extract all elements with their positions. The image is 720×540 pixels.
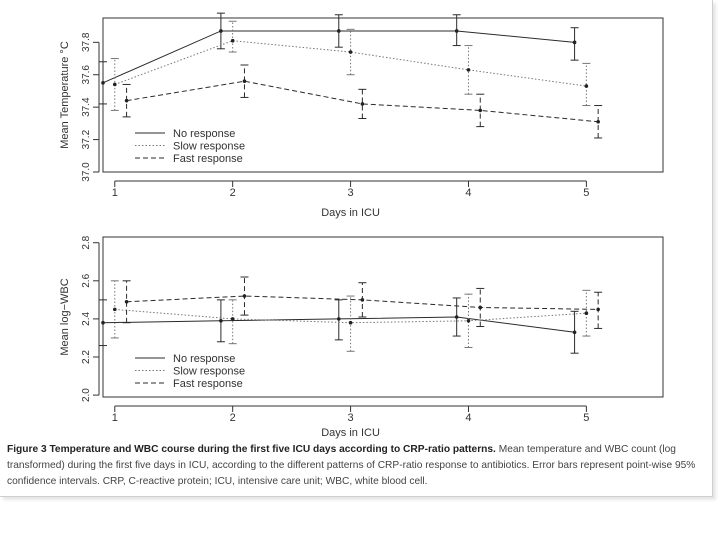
y-axis: 37.0 37.2 37.4 37.6 37.8 Mean Temperature °C (59, 32, 100, 182)
x-tick-label: 3 (348, 187, 354, 199)
data-point (572, 330, 577, 335)
y-tick-label: 2.6 (81, 273, 92, 287)
data-point (348, 320, 353, 325)
data-point (219, 29, 223, 33)
data-point (572, 40, 577, 45)
x-tick-label: 2 (230, 412, 236, 424)
data-point (230, 317, 235, 321)
data-point (112, 307, 117, 312)
y-axis-label: Mean Temperature °C (59, 41, 71, 149)
figure-charts: 1 2 3 4 5 Days in ICU 37.0 37.2 37.4 37.6 37.8 Mean… (59, 12, 664, 439)
series-slow-response (110, 20, 591, 111)
series-line (114, 40, 587, 87)
series-no-response (99, 12, 579, 105)
data-point (348, 50, 353, 54)
figure-caption: Figure 3 Temperature and WBC course duri… (7, 442, 707, 490)
x-axis: 1 2 3 4 5 Days in ICU (112, 180, 589, 219)
data-point (336, 317, 341, 321)
data-point (219, 319, 223, 323)
data-point (478, 305, 483, 310)
y-tick-label: 2.2 (81, 350, 92, 364)
y-axis-label: Mean log−WBC (59, 278, 71, 355)
x-tick-label: 5 (583, 187, 589, 199)
series-no-response (99, 297, 579, 354)
x-axis-label: Days in ICU (321, 207, 380, 219)
legend-label: No response (173, 128, 235, 140)
legend-label: Slow response (173, 141, 245, 153)
data-point (360, 298, 365, 302)
data-point (596, 307, 600, 312)
caption-title: Figure 3 Temperature and WBC course duri… (7, 444, 496, 455)
data-point (124, 98, 129, 103)
series-slow-response (110, 280, 591, 352)
caption-text: Mean temperature and WBC count (log tran… (7, 444, 696, 487)
data-point (124, 299, 129, 304)
legend-label: No response (173, 353, 235, 365)
figure-frame (0, 0, 713, 497)
x-tick-label: 4 (465, 412, 471, 424)
y-tick-label: 37.2 (81, 129, 92, 149)
y-tick-label: 2.0 (81, 388, 92, 402)
data-point (454, 29, 459, 33)
data-point (466, 319, 471, 323)
data-point (478, 108, 483, 113)
data-point (112, 82, 117, 87)
x-tick-label: 2 (230, 187, 236, 199)
data-point (242, 294, 247, 298)
x-tick-label: 1 (112, 412, 118, 424)
legend-label: Slow response (173, 366, 245, 378)
x-tick-label: 1 (112, 187, 118, 199)
y-tick-label: 37.0 (81, 162, 92, 182)
data-point (584, 84, 589, 88)
y-tick-label: 2.4 (81, 312, 92, 326)
x-axis: 1 2 3 4 5 Days in ICU (112, 405, 589, 439)
series-fast-response (122, 64, 603, 139)
data-point (360, 102, 365, 106)
x-tick-label: 5 (583, 412, 589, 424)
legend-label: Fast response (173, 153, 243, 165)
x-tick-label: 4 (465, 187, 471, 199)
data-point (454, 315, 459, 319)
series-fast-response (122, 276, 603, 329)
data-point (584, 311, 589, 315)
data-point (336, 29, 341, 33)
y-axis: 2.0 2.2 2.4 2.6 2.8 Mean log−WBC (59, 235, 100, 402)
y-tick-label: 37.6 (81, 65, 92, 85)
legend-label: Fast response (173, 378, 243, 390)
data-point (101, 81, 105, 85)
chart-panel-2: 1 2 3 4 5 Days in ICU 2.0 2.2 2.4 2.6 2.8 Mean log−… (59, 235, 664, 439)
data-point (466, 68, 471, 72)
y-tick-label: 37.8 (81, 32, 92, 52)
data-point (242, 79, 247, 84)
x-tick-label: 3 (348, 412, 354, 424)
data-point (101, 320, 105, 325)
y-tick-label: 2.8 (81, 235, 92, 249)
y-tick-label: 37.4 (81, 97, 92, 117)
chart-panel-1: 1 2 3 4 5 Days in ICU 37.0 37.2 37.4 37.6 37.8 Mean… (59, 12, 664, 219)
data-point (596, 119, 600, 124)
data-point (230, 38, 235, 43)
x-axis-label: Days in ICU (321, 427, 380, 439)
